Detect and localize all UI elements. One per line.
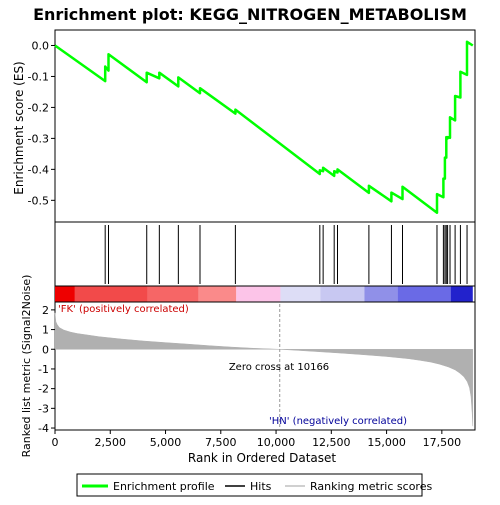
x-tick-label: 17,500 bbox=[423, 436, 462, 449]
rank-y-axis-label: Ranked list metric (Signal2Noise) bbox=[20, 275, 33, 458]
rank-panel-frame bbox=[54, 301, 476, 431]
rank-y-tick-label: -4 bbox=[38, 422, 49, 435]
color-bar-band bbox=[280, 286, 321, 302]
legend-item-enrichment-profile: Enrichment profile bbox=[82, 480, 215, 493]
x-tick-label: 5,000 bbox=[150, 436, 182, 449]
es-line-group bbox=[54, 40, 474, 214]
x-tick-label: 10,000 bbox=[257, 436, 296, 449]
rank-y-tick-label: -2 bbox=[38, 383, 49, 396]
legend-frame bbox=[76, 473, 423, 497]
color-bar-band bbox=[55, 286, 75, 302]
x-axis-label: Rank in Ordered Dataset bbox=[188, 451, 336, 465]
color-bar-band bbox=[397, 286, 451, 302]
legend-item-hits: Hits bbox=[225, 480, 272, 493]
rank-y-tick-label: -1 bbox=[38, 363, 49, 376]
legend-label-enrichment: Enrichment profile bbox=[113, 480, 215, 493]
chart-title: Enrichment plot: KEGG_NITROGEN_METABOLIS… bbox=[33, 5, 467, 24]
ranking-metric-area bbox=[54, 312, 474, 427]
x-axis: 0 2,500 5,000 7,500 10,000 12,500 15,000 17,500 bbox=[52, 430, 462, 449]
zero-cross-label: Zero cross at 10166 bbox=[229, 362, 329, 373]
rank-y-tick-label: 0 bbox=[42, 343, 49, 356]
es-y-tick-label: 0.0 bbox=[32, 39, 50, 52]
legend: Enrichment profile Hits Ranking metric s… bbox=[76, 473, 432, 497]
x-tick-label: 2,500 bbox=[95, 436, 127, 449]
legend-label-ranking: Ranking metric scores bbox=[310, 480, 432, 493]
rank-y-tick-label: 1 bbox=[42, 324, 49, 337]
legend-item-ranking: Ranking metric scores bbox=[285, 480, 432, 493]
es-y-ticks: 0.0 -0.1 -0.2 -0.3 -0.4 -0.5 bbox=[28, 39, 55, 207]
hits-group bbox=[104, 225, 468, 284]
color-bar-band bbox=[74, 286, 148, 302]
x-tick-label: 12,500 bbox=[312, 436, 351, 449]
x-tick-label: 15,000 bbox=[367, 436, 406, 449]
color-bar-band bbox=[450, 286, 473, 302]
color-bar-band bbox=[147, 286, 199, 302]
hits-panel-frame bbox=[54, 221, 476, 287]
color-bar-band bbox=[364, 286, 398, 302]
rank-color-bar-panel bbox=[54, 285, 476, 303]
rank-y-tick-label: -3 bbox=[38, 402, 49, 415]
rank-y-tick-label: 2 bbox=[42, 304, 49, 317]
x-tick-label: 7,500 bbox=[205, 436, 237, 449]
enrichment-profile-line bbox=[54, 40, 474, 214]
rank-y-ticks: 2 1 0 -1 -2 -3 -4 bbox=[38, 304, 55, 435]
es-y-axis-label: Enrichment score (ES) bbox=[12, 61, 26, 194]
legend-label-hits: Hits bbox=[250, 480, 272, 493]
es-y-tick-label: -0.5 bbox=[28, 194, 49, 207]
hits-panel bbox=[54, 221, 476, 287]
color-bar-bands bbox=[55, 286, 473, 302]
negative-correlation-label: 'HN' (negatively correlated) bbox=[269, 416, 407, 427]
es-y-tick-label: -0.3 bbox=[28, 132, 49, 145]
positive-correlation-label: 'FK' (positively correlated) bbox=[58, 304, 189, 315]
color-bar-band bbox=[198, 286, 237, 302]
color-bar-band bbox=[236, 286, 281, 302]
ranked-list-metric-panel: 2 1 0 -1 -2 -3 -4 'FK' (positively correlated)… bbox=[20, 275, 476, 458]
es-y-tick-label: -0.2 bbox=[28, 101, 49, 114]
enrichment-score-panel: 0.0 -0.1 -0.2 -0.3 -0.4 -0.5 Enrichment score… bbox=[12, 29, 476, 223]
x-tick-label: 0 bbox=[52, 436, 59, 449]
rank-area-group bbox=[54, 304, 474, 428]
es-y-tick-label: -0.4 bbox=[28, 163, 49, 176]
color-bar-band bbox=[320, 286, 365, 302]
es-y-tick-label: -0.1 bbox=[28, 70, 49, 83]
